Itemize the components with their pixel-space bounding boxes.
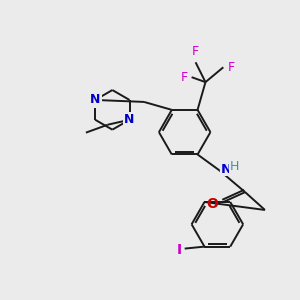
Text: O: O [206, 197, 218, 211]
Text: N: N [220, 163, 232, 176]
Text: F: F [192, 45, 199, 58]
Text: F: F [181, 71, 188, 84]
Text: N: N [124, 113, 135, 126]
Text: H: H [229, 160, 239, 173]
Text: I: I [177, 243, 182, 256]
Text: N: N [90, 94, 101, 106]
Text: F: F [227, 61, 234, 74]
